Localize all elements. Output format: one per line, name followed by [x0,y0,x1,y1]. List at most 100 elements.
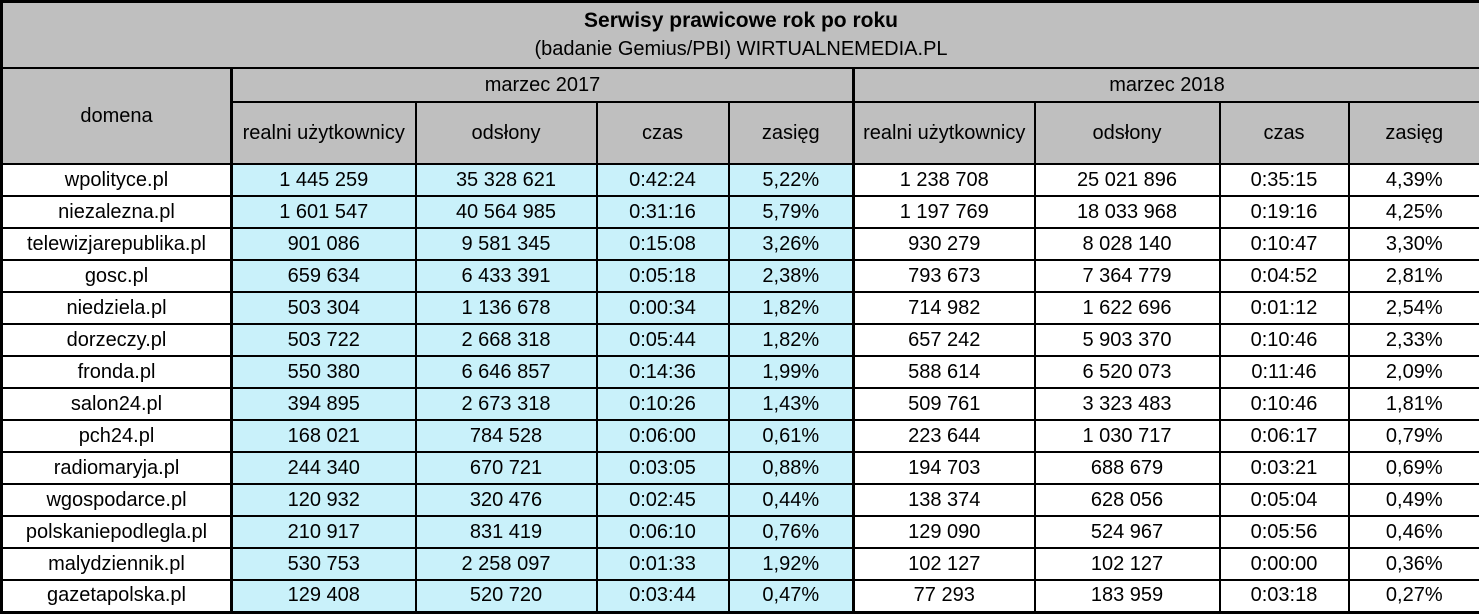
value-cell-2018: 509 761 [854,388,1035,420]
value-cell-2017: 0:01:33 [597,548,729,580]
value-cell-2017: 550 380 [232,356,416,388]
value-cell-2018: 628 056 [1035,484,1220,516]
value-cell-2018: 0:03:21 [1220,452,1349,484]
value-cell-2017: 831 419 [416,516,597,548]
value-cell-2018: 0,27% [1349,580,1479,612]
value-cell-2017: 0:03:44 [597,580,729,612]
value-cell-2017: 503 304 [232,292,416,324]
value-cell-2018: 0:10:46 [1220,388,1349,420]
domain-cell: pch24.pl [2,420,232,452]
value-cell-2018: 7 364 779 [1035,260,1220,292]
value-cell-2018: 0:35:15 [1220,164,1349,196]
value-cell-2018: 2,54% [1349,292,1479,324]
value-cell-2018: 25 021 896 [1035,164,1220,196]
domain-cell: gosc.pl [2,260,232,292]
value-cell-2018: 223 644 [854,420,1035,452]
domain-cell: niezalezna.pl [2,196,232,228]
value-cell-2018: 6 520 073 [1035,356,1220,388]
value-cell-2017: 1,43% [729,388,854,420]
value-cell-2017: 3,26% [729,228,854,260]
value-cell-2018: 2,81% [1349,260,1479,292]
value-cell-2018: 0,49% [1349,484,1479,516]
value-cell-2017: 2,38% [729,260,854,292]
value-cell-2017: 0:14:36 [597,356,729,388]
table-title-cell: Serwisy prawicowe rok po roku (badanie G… [2,2,1479,69]
table-subtitle: (badanie Gemius/PBI) WIRTUALNEMEDIA.PL [3,35,1479,63]
value-cell-2018: 2,33% [1349,324,1479,356]
value-cell-2018: 0:10:46 [1220,324,1349,356]
value-cell-2017: 784 528 [416,420,597,452]
value-cell-2018: 138 374 [854,484,1035,516]
value-cell-2017: 0:00:34 [597,292,729,324]
value-cell-2017: 9 581 345 [416,228,597,260]
value-cell-2017: 0:31:16 [597,196,729,228]
domain-cell: niedziela.pl [2,292,232,324]
group-header-marzec-2017: marzec 2017 [232,68,854,102]
value-cell-2018: 0:06:17 [1220,420,1349,452]
value-cell-2017: 520 720 [416,580,597,612]
value-cell-2017: 659 634 [232,260,416,292]
value-cell-2017: 0:03:05 [597,452,729,484]
column-header-odslony-2018: odsłony [1035,102,1220,164]
value-cell-2017: 1,92% [729,548,854,580]
value-cell-2017: 0:05:18 [597,260,729,292]
domain-cell: wpolityce.pl [2,164,232,196]
value-cell-2017: 6 646 857 [416,356,597,388]
column-header-odslony-2017: odsłony [416,102,597,164]
value-cell-2018: 0:11:46 [1220,356,1349,388]
value-cell-2018: 194 703 [854,452,1035,484]
domain-cell: malydziennik.pl [2,548,232,580]
value-cell-2017: 670 721 [416,452,597,484]
domain-cell: radiomaryja.pl [2,452,232,484]
column-header-domena: domena [2,68,232,164]
value-cell-2017: 0,47% [729,580,854,612]
value-cell-2018: 2,09% [1349,356,1479,388]
value-cell-2018: 0:19:16 [1220,196,1349,228]
value-cell-2018: 0:03:18 [1220,580,1349,612]
value-cell-2018: 0,69% [1349,452,1479,484]
value-cell-2018: 1,81% [1349,388,1479,420]
value-cell-2018: 0:05:04 [1220,484,1349,516]
value-cell-2018: 102 127 [1035,548,1220,580]
value-cell-2017: 0,88% [729,452,854,484]
value-cell-2018: 102 127 [854,548,1035,580]
value-cell-2017: 1,82% [729,292,854,324]
value-cell-2017: 0:06:00 [597,420,729,452]
value-cell-2017: 0:05:44 [597,324,729,356]
value-cell-2017: 1 601 547 [232,196,416,228]
value-cell-2018: 5 903 370 [1035,324,1220,356]
value-cell-2018: 930 279 [854,228,1035,260]
column-header-zasieg-2018: zasięg [1349,102,1479,164]
value-cell-2017: 0,76% [729,516,854,548]
value-cell-2017: 244 340 [232,452,416,484]
value-cell-2017: 2 258 097 [416,548,597,580]
value-cell-2018: 688 679 [1035,452,1220,484]
table-title: Serwisy prawicowe rok po roku [3,7,1479,35]
value-cell-2017: 0:02:45 [597,484,729,516]
column-header-zasieg-2017: zasięg [729,102,854,164]
value-cell-2017: 1 445 259 [232,164,416,196]
value-cell-2018: 657 242 [854,324,1035,356]
value-cell-2018: 8 028 140 [1035,228,1220,260]
value-cell-2018: 0,36% [1349,548,1479,580]
value-cell-2017: 0:10:26 [597,388,729,420]
title-row: Serwisy prawicowe rok po roku (badanie G… [2,2,1479,69]
value-cell-2017: 1,82% [729,324,854,356]
domain-cell: polskaniepodlegla.pl [2,516,232,548]
value-cell-2017: 0,61% [729,420,854,452]
value-cell-2017: 2 668 318 [416,324,597,356]
value-cell-2017: 0:42:24 [597,164,729,196]
value-cell-2018: 0:04:52 [1220,260,1349,292]
column-header-realni-2018: realni użytkownicy [854,102,1035,164]
value-cell-2017: 35 328 621 [416,164,597,196]
value-cell-2017: 530 753 [232,548,416,580]
